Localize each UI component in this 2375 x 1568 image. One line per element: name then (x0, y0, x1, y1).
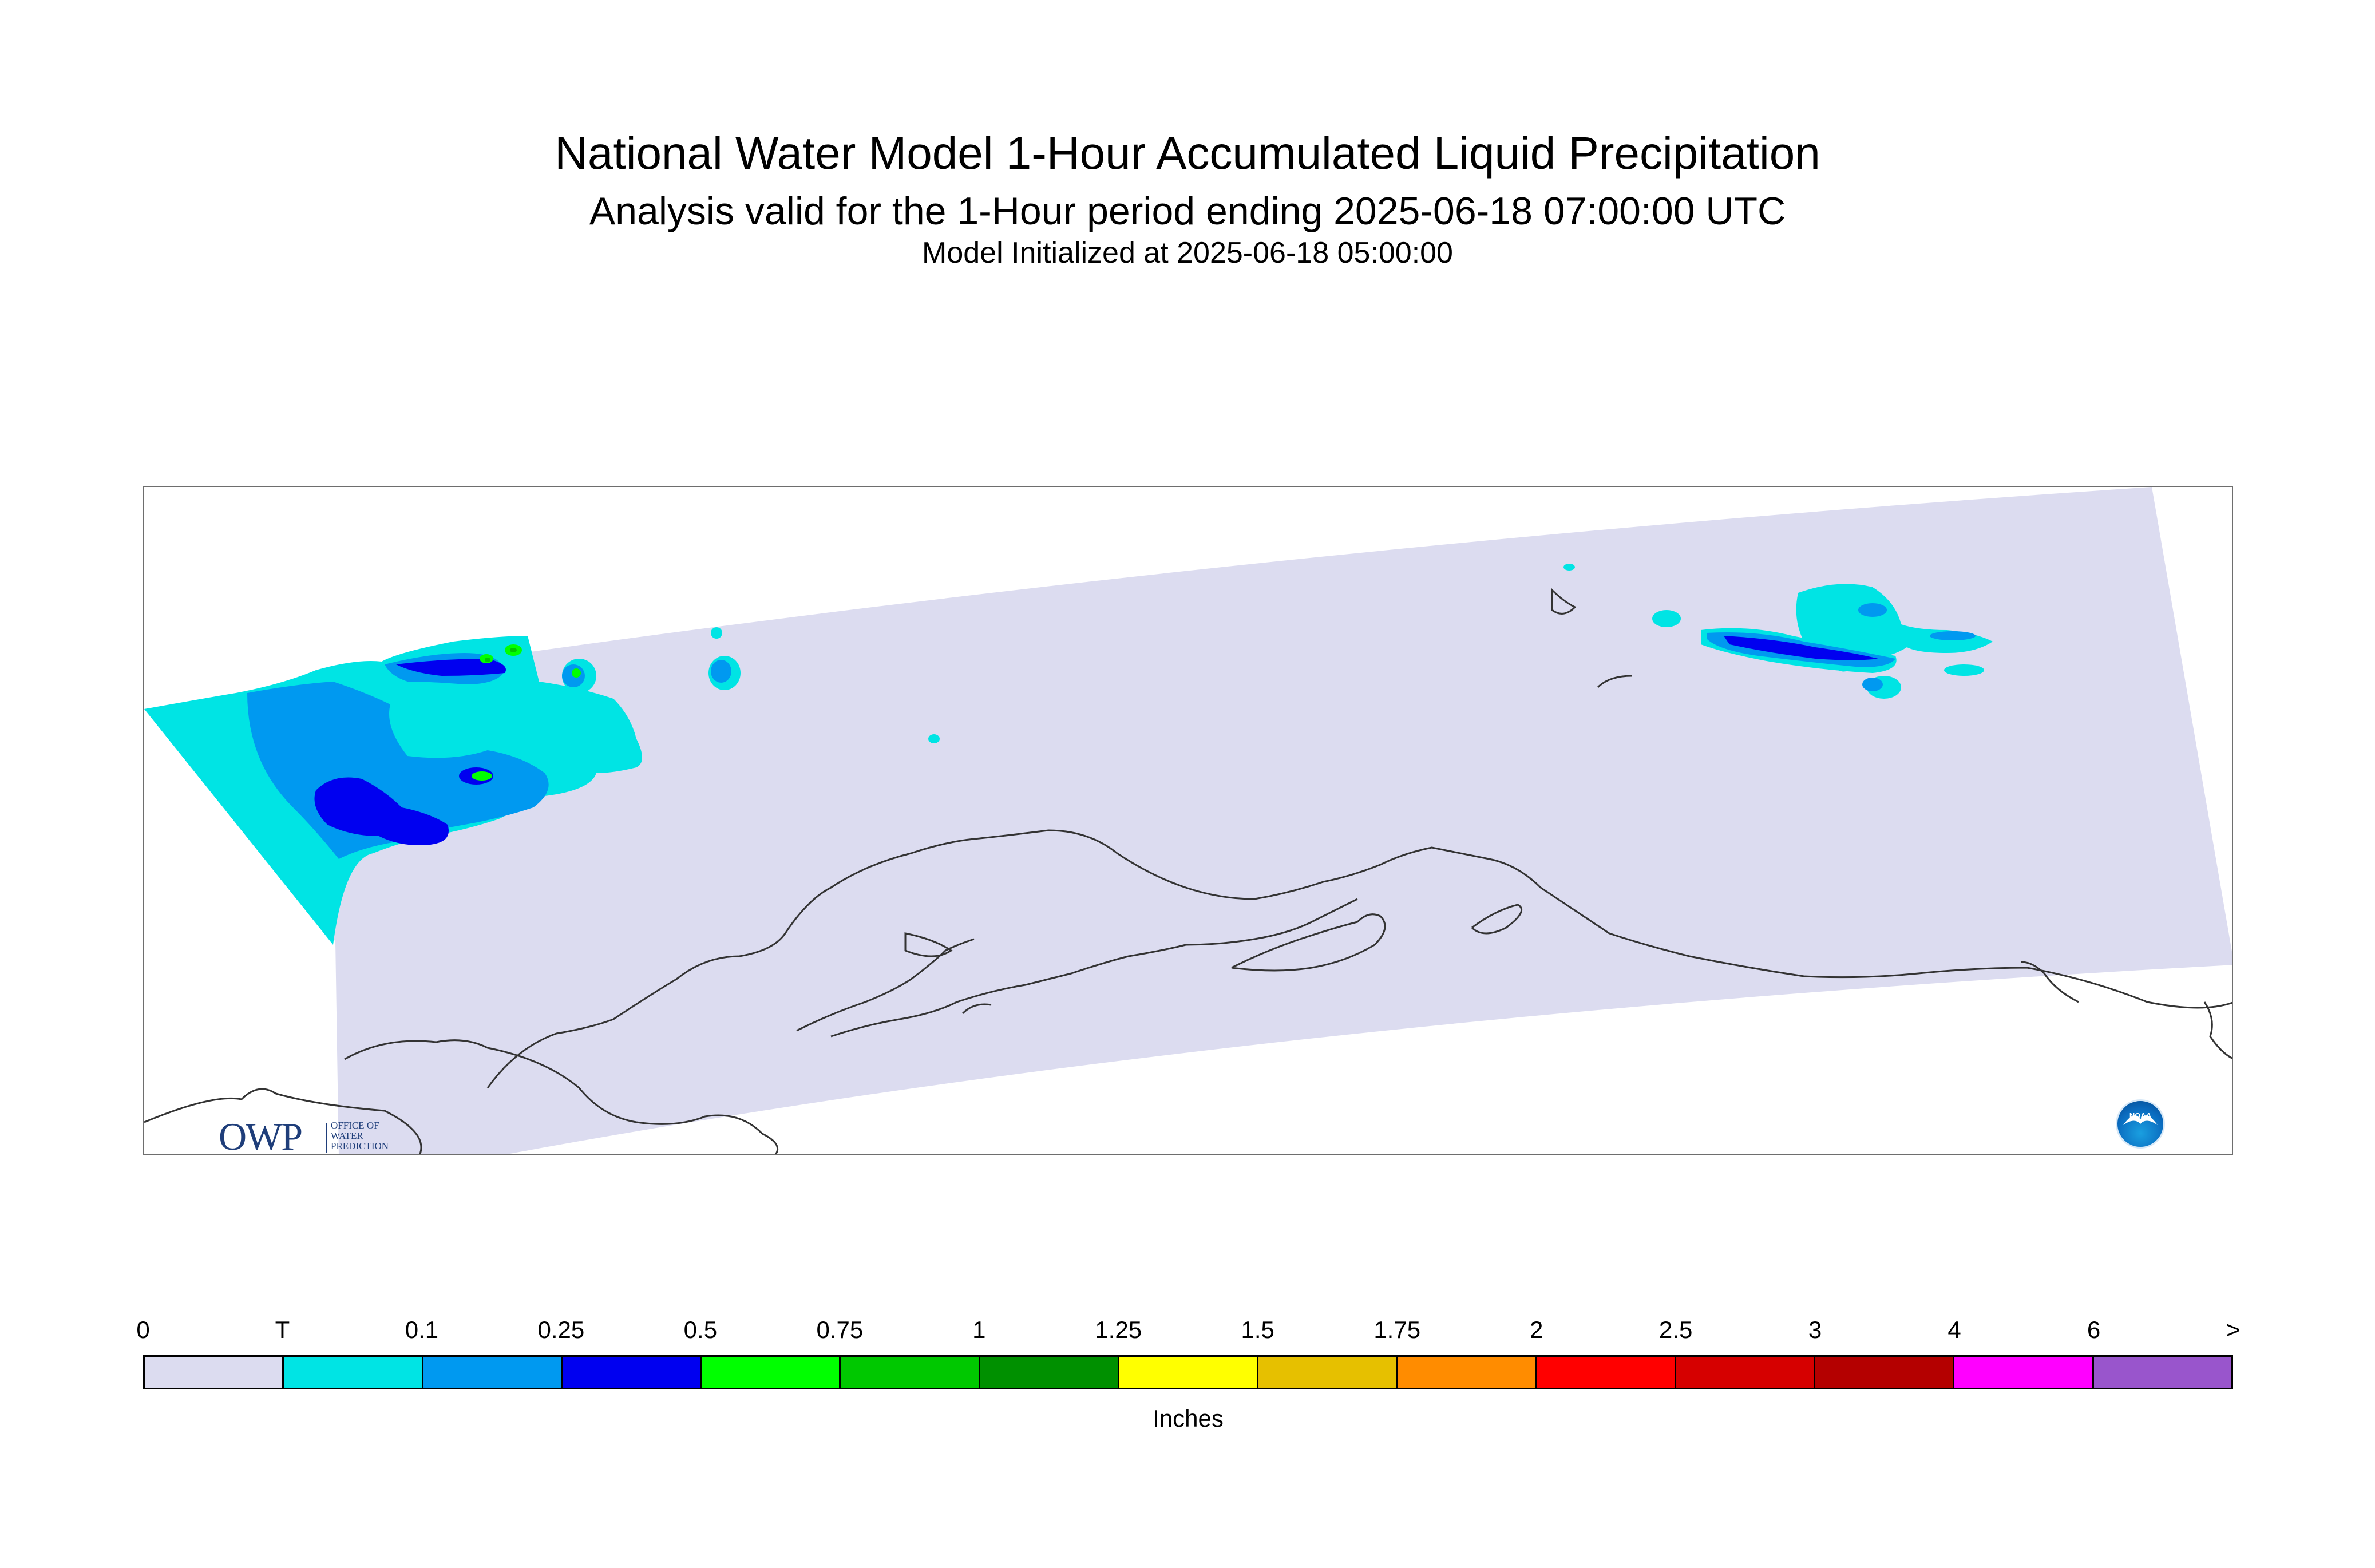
noaa-logo: NOAA (2116, 1099, 2165, 1149)
legend-tick-label: 1.75 (1373, 1316, 1421, 1343)
noaa-logo-text: NOAA (2129, 1111, 2152, 1120)
precipitation-map[interactable]: OWP OFFICE OF WATER PREDICTION NOAA (143, 486, 2233, 1155)
legend-swatch (1676, 1357, 1816, 1388)
legend-swatch (841, 1357, 980, 1388)
legend-tick-label: 0 (136, 1316, 150, 1343)
legend-tick-label: > (2226, 1316, 2241, 1343)
legend-swatch (284, 1357, 423, 1388)
legend-units: Inches (1153, 1405, 1224, 1432)
legend-tick-label: 4 (1948, 1316, 1961, 1343)
legend-tick-label: 1.5 (1241, 1316, 1274, 1343)
legend-tick-label: 2.5 (1658, 1316, 1693, 1343)
legend-colorbar (143, 1355, 2233, 1389)
legend-swatch (980, 1357, 1119, 1388)
legend-tick-label: 1.25 (1095, 1316, 1142, 1343)
legend-swatch (1815, 1357, 1955, 1388)
legend-tick-label: 2 (1529, 1316, 1543, 1343)
map-subtitle: Analysis valid for the 1-Hour period end… (589, 189, 1786, 233)
legend-tick-label: T (275, 1316, 290, 1343)
legend-swatch (423, 1357, 563, 1388)
owp-logo-subtext: OFFICE OF WATER PREDICTION (331, 1120, 389, 1151)
map-title: National Water Model 1-Hour Accumulated … (555, 128, 1820, 179)
legend-swatch (2093, 1357, 2231, 1388)
legend-tick-label: 6 (2087, 1316, 2101, 1343)
coastlines (144, 588, 2232, 1154)
precip-0.75 (485, 648, 517, 662)
model-init-line: Model Initialized at 2025-06-18 05:00:00 (922, 236, 1453, 270)
map-canvas (144, 487, 2232, 1154)
legend-tick-label: 0.75 (816, 1316, 864, 1343)
legend-tick-label: 3 (1808, 1316, 1822, 1343)
precip-0.25 (314, 636, 1878, 845)
color-legend: 0 T 0.1 0.25 0.5 0.75 1 1.25 1.5 1.75 2 2.5 3 4 6 > Inc… (136, 1316, 2240, 1432)
legend-swatch (145, 1357, 284, 1388)
model-domain (144, 487, 2232, 1154)
legend-swatch (702, 1357, 841, 1388)
owp-logo-divider (326, 1123, 327, 1153)
noaa-gull-icon (2123, 1115, 2158, 1125)
legend-swatch (1119, 1357, 1259, 1388)
legend-tick-label: 0.1 (405, 1316, 439, 1343)
owp-logo: OWP OFFICE OF WATER PREDICTION (219, 1115, 430, 1155)
legend-tick-label: 0.25 (537, 1316, 585, 1343)
legend-tick-label: 1 (972, 1316, 986, 1343)
legend-swatch (1258, 1357, 1398, 1388)
legend-swatch (1954, 1357, 2094, 1388)
legend-tick-label: 0.5 (683, 1316, 718, 1343)
legend-swatch (1398, 1357, 1537, 1388)
legend-swatch (1537, 1357, 1676, 1388)
owp-logo-mark: OWP (219, 1115, 303, 1155)
legend-swatch (562, 1357, 702, 1388)
